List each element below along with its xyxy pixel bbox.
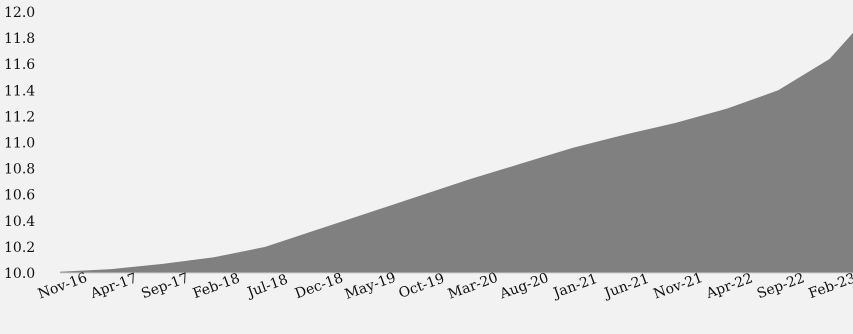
x-axis: Nov-16 Apr-17 Sep-17 Feb-18 Jul-18 Dec-18May-… bbox=[36, 270, 853, 303]
x-tick-label: Aug-20 bbox=[497, 270, 551, 303]
plot-area bbox=[60, 32, 853, 274]
x-tick-label: Nov-21 bbox=[651, 270, 705, 303]
x-tick-label: Jul-18 bbox=[244, 272, 290, 302]
y-tick-label: 11.8 bbox=[4, 31, 35, 47]
x-tick-label: Apr-17 bbox=[88, 270, 140, 302]
y-tick-label: 11.0 bbox=[4, 136, 35, 152]
x-tick-label: Oct-19 bbox=[397, 271, 447, 302]
y-tick-label: 10.6 bbox=[4, 188, 35, 204]
y-tick-label: 10.0 bbox=[4, 266, 35, 282]
x-tick-label: May-19 bbox=[343, 270, 398, 303]
x-tick-label: Dec-18 bbox=[293, 270, 345, 302]
x-tick-label: Jun-21 bbox=[601, 271, 652, 303]
y-tick-label: 11.4 bbox=[4, 83, 35, 99]
x-tick-label: Nov-16 bbox=[36, 270, 90, 303]
y-tick-label: 10.2 bbox=[4, 240, 35, 256]
x-tick-label: Feb-18 bbox=[191, 270, 242, 302]
area-series bbox=[60, 32, 853, 274]
y-tick-label: 11.6 bbox=[4, 57, 35, 73]
x-tick-label: Sep-17 bbox=[139, 270, 191, 302]
x-tick-label: Feb-23 bbox=[806, 270, 853, 302]
x-tick-label: Jan-21 bbox=[550, 271, 600, 302]
y-tick-label: 11.2 bbox=[4, 109, 35, 125]
x-tick-label: Sep-22 bbox=[755, 270, 807, 302]
y-tick-label: 10.8 bbox=[4, 162, 35, 178]
x-tick-label: Apr-22 bbox=[703, 270, 755, 302]
y-tick-label: 12.0 bbox=[4, 5, 35, 21]
y-tick-label: 10.4 bbox=[4, 214, 35, 230]
y-axis: 10.0 10.2 10.4 10.6 10.8 11.0 11.2 11.4 11.6 11.8… bbox=[4, 5, 35, 282]
x-tick-label: Mar-20 bbox=[446, 270, 500, 303]
